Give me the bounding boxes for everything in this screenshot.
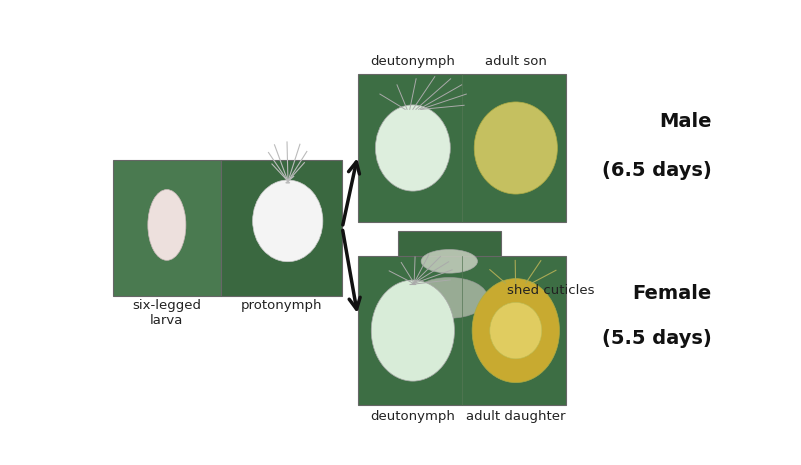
Text: shed cuticles: shed cuticles	[507, 284, 594, 297]
Text: deutonymph: deutonymph	[370, 410, 455, 423]
Bar	[112, 159, 221, 296]
Bar	[358, 73, 566, 222]
Text: deutonymph: deutonymph	[370, 55, 455, 68]
Ellipse shape	[421, 250, 477, 273]
Text: adult daughter: adult daughter	[466, 410, 566, 423]
Ellipse shape	[472, 279, 559, 383]
Bar	[221, 159, 342, 296]
Text: protonymph: protonymph	[241, 299, 323, 312]
Ellipse shape	[376, 105, 450, 191]
Ellipse shape	[411, 278, 488, 318]
Ellipse shape	[252, 180, 323, 262]
Text: (6.5 days): (6.5 days)	[602, 161, 711, 180]
Bar	[398, 231, 501, 339]
Text: (5.5 days): (5.5 days)	[602, 329, 711, 347]
Bar	[358, 256, 566, 405]
Ellipse shape	[372, 280, 454, 381]
Ellipse shape	[148, 190, 186, 260]
Text: six-legged
larva: six-legged larva	[132, 299, 201, 327]
Text: Female: Female	[632, 284, 711, 303]
Text: Male: Male	[659, 112, 711, 131]
Text: adult son: adult son	[485, 55, 547, 68]
Ellipse shape	[474, 102, 557, 194]
Ellipse shape	[489, 302, 541, 359]
